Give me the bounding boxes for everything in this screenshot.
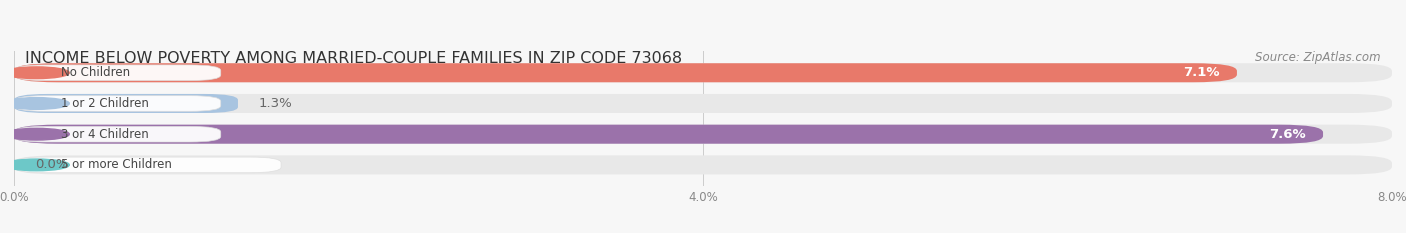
Circle shape <box>4 128 69 140</box>
Text: INCOME BELOW POVERTY AMONG MARRIED-COUPLE FAMILIES IN ZIP CODE 73068: INCOME BELOW POVERTY AMONG MARRIED-COUPL… <box>25 51 682 66</box>
Text: 5 or more Children: 5 or more Children <box>60 158 172 171</box>
FancyBboxPatch shape <box>14 157 281 173</box>
FancyBboxPatch shape <box>14 65 221 81</box>
FancyBboxPatch shape <box>14 96 221 111</box>
FancyBboxPatch shape <box>14 63 1392 82</box>
FancyBboxPatch shape <box>14 63 1237 82</box>
Text: 7.1%: 7.1% <box>1184 66 1219 79</box>
FancyBboxPatch shape <box>14 125 1392 144</box>
Text: 1 or 2 Children: 1 or 2 Children <box>60 97 149 110</box>
Circle shape <box>4 159 69 171</box>
Text: No Children: No Children <box>60 66 129 79</box>
Text: 7.6%: 7.6% <box>1270 128 1306 141</box>
Circle shape <box>4 98 69 109</box>
FancyBboxPatch shape <box>14 94 238 113</box>
Text: 0.0%: 0.0% <box>35 158 69 171</box>
Circle shape <box>4 67 69 79</box>
FancyBboxPatch shape <box>14 125 1323 144</box>
FancyBboxPatch shape <box>14 126 221 142</box>
FancyBboxPatch shape <box>14 94 1392 113</box>
Text: 3 or 4 Children: 3 or 4 Children <box>60 128 148 141</box>
Text: Source: ZipAtlas.com: Source: ZipAtlas.com <box>1256 51 1381 64</box>
Text: 1.3%: 1.3% <box>259 97 292 110</box>
FancyBboxPatch shape <box>14 155 1392 175</box>
